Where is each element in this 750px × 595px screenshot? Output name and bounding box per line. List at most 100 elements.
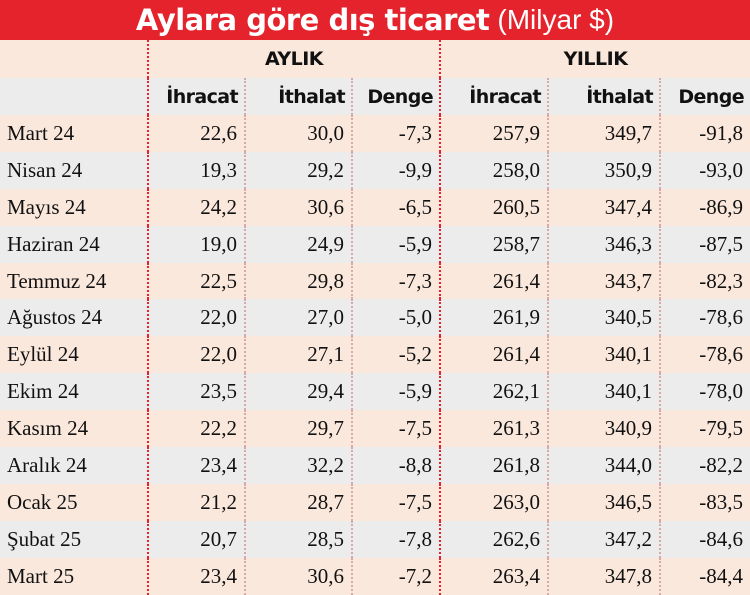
table-title-bar: Aylara göre dış ticaret (Milyar $)	[0, 0, 750, 40]
value-cell: 258,7	[439, 225, 548, 263]
value-cell: -5,9	[351, 373, 440, 411]
value-cell: 22,0	[147, 336, 245, 374]
value-cell: -7,3	[351, 262, 440, 300]
trade-table: AYLIK YILLIK İhracat İthalat Denge İhrac…	[0, 40, 750, 595]
group-header-yearly: YILLIK	[438, 40, 750, 78]
value-cell: 23,4	[147, 557, 245, 595]
value-cell: -78,0	[658, 373, 750, 411]
value-cell: -8,8	[351, 447, 440, 484]
value-cell: 261,4	[439, 262, 548, 300]
corner-cell	[0, 78, 148, 115]
table-row: Ocak 25 21,2 28,7 -7,5 263,0 346,5 -83,5	[0, 483, 750, 521]
value-cell: -84,6	[658, 520, 750, 558]
value-cell: 261,8	[439, 447, 548, 484]
month-cell: Şubat 25	[0, 520, 148, 558]
column-header: Denge	[658, 78, 750, 115]
value-cell: 22,6	[147, 115, 245, 152]
value-cell: 24,2	[147, 188, 245, 226]
value-cell: 343,7	[547, 262, 660, 300]
group-header-monthly: AYLIK	[147, 40, 440, 78]
month-cell: Temmuz 24	[0, 262, 148, 300]
value-cell: 340,1	[547, 373, 660, 411]
month-cell: Kasım 24	[0, 410, 148, 448]
value-cell: 258,0	[439, 151, 548, 189]
value-cell: 19,3	[147, 151, 245, 189]
value-cell: -83,5	[658, 483, 750, 521]
value-cell: 257,9	[439, 115, 548, 152]
value-cell: 346,5	[547, 483, 660, 521]
column-header-row: İhracat İthalat Denge İhracat İthalat De…	[0, 78, 750, 115]
value-cell: -5,9	[351, 225, 440, 263]
month-cell: Mart 25	[0, 557, 148, 595]
month-cell: Aralık 24	[0, 447, 148, 484]
table-row: Ağustos 24 22,0 27,0 -5,0 261,9 340,5 -78,6	[0, 299, 750, 337]
value-cell: 340,1	[547, 336, 660, 374]
value-cell: 23,4	[147, 447, 245, 484]
value-cell: 347,2	[547, 520, 660, 558]
value-cell: 261,9	[439, 299, 548, 337]
value-cell: -78,6	[658, 299, 750, 337]
table-row: Eylül 24 22,0 27,1 -5,2 261,4 340,1 -78,6	[0, 336, 750, 374]
column-header: İthalat	[244, 78, 352, 115]
value-cell: 262,6	[439, 520, 548, 558]
table-title: Aylara göre dış ticaret	[135, 3, 490, 37]
month-cell: Nisan 24	[0, 151, 148, 189]
value-cell: -86,9	[658, 188, 750, 226]
value-cell: 22,0	[147, 299, 245, 337]
value-cell: 32,2	[244, 447, 352, 484]
table-unit: (Milyar $)	[497, 4, 615, 35]
month-cell: Haziran 24	[0, 225, 148, 263]
table-body: Mart 24 22,6 30,0 -7,3 257,9 349,7 -91,8 Nisan …	[0, 115, 750, 595]
month-cell: Mart 24	[0, 115, 148, 152]
value-cell: 261,3	[439, 410, 548, 448]
group-header-row: AYLIK YILLIK	[0, 40, 750, 78]
value-cell: 23,5	[147, 373, 245, 411]
value-cell: 28,5	[244, 520, 352, 558]
value-cell: -87,5	[658, 225, 750, 263]
value-cell: 28,7	[244, 483, 352, 521]
value-cell: 263,0	[439, 483, 548, 521]
month-cell: Eylül 24	[0, 336, 148, 374]
month-cell: Mayıs 24	[0, 188, 148, 226]
value-cell: 19,0	[147, 225, 245, 263]
value-cell: -7,2	[351, 557, 440, 595]
table-row: Haziran 24 19,0 24,9 -5,9 258,7 346,3 -87,5	[0, 225, 750, 263]
month-cell: Ocak 25	[0, 483, 148, 521]
column-header: İthalat	[547, 78, 660, 115]
column-header: İhracat	[147, 78, 245, 115]
value-cell: -6,5	[351, 188, 440, 226]
value-cell: 344,0	[547, 447, 660, 484]
value-cell: -82,3	[658, 262, 750, 300]
column-header: İhracat	[439, 78, 548, 115]
value-cell: -7,5	[351, 483, 440, 521]
value-cell: -7,8	[351, 520, 440, 558]
value-cell: 340,9	[547, 410, 660, 448]
month-cell: Ağustos 24	[0, 299, 148, 337]
value-cell: -82,2	[658, 447, 750, 484]
table-row: Şubat 25 20,7 28,5 -7,8 262,6 347,2 -84,6	[0, 520, 750, 558]
value-cell: -91,8	[658, 115, 750, 152]
value-cell: 27,1	[244, 336, 352, 374]
value-cell: -7,3	[351, 115, 440, 152]
value-cell: 262,1	[439, 373, 548, 411]
value-cell: 260,5	[439, 188, 548, 226]
value-cell: -84,4	[658, 557, 750, 595]
table-row: Temmuz 24 22,5 29,8 -7,3 261,4 343,7 -82,3	[0, 262, 750, 300]
value-cell: 30,0	[244, 115, 352, 152]
value-cell: 350,9	[547, 151, 660, 189]
value-cell: 21,2	[147, 483, 245, 521]
month-cell: Ekim 24	[0, 373, 148, 411]
table-row: Mart 24 22,6 30,0 -7,3 257,9 349,7 -91,8	[0, 115, 750, 152]
value-cell: 29,8	[244, 262, 352, 300]
value-cell: -93,0	[658, 151, 750, 189]
value-cell: -5,0	[351, 299, 440, 337]
corner-cell	[0, 40, 148, 78]
value-cell: 346,3	[547, 225, 660, 263]
value-cell: 20,7	[147, 520, 245, 558]
value-cell: 22,5	[147, 262, 245, 300]
value-cell: 29,7	[244, 410, 352, 448]
table-row: Kasım 24 22,2 29,7 -7,5 261,3 340,9 -79,5	[0, 410, 750, 448]
value-cell: -78,6	[658, 336, 750, 374]
value-cell: 29,2	[244, 151, 352, 189]
table-row: Mayıs 24 24,2 30,6 -6,5 260,5 347,4 -86,9	[0, 188, 750, 226]
